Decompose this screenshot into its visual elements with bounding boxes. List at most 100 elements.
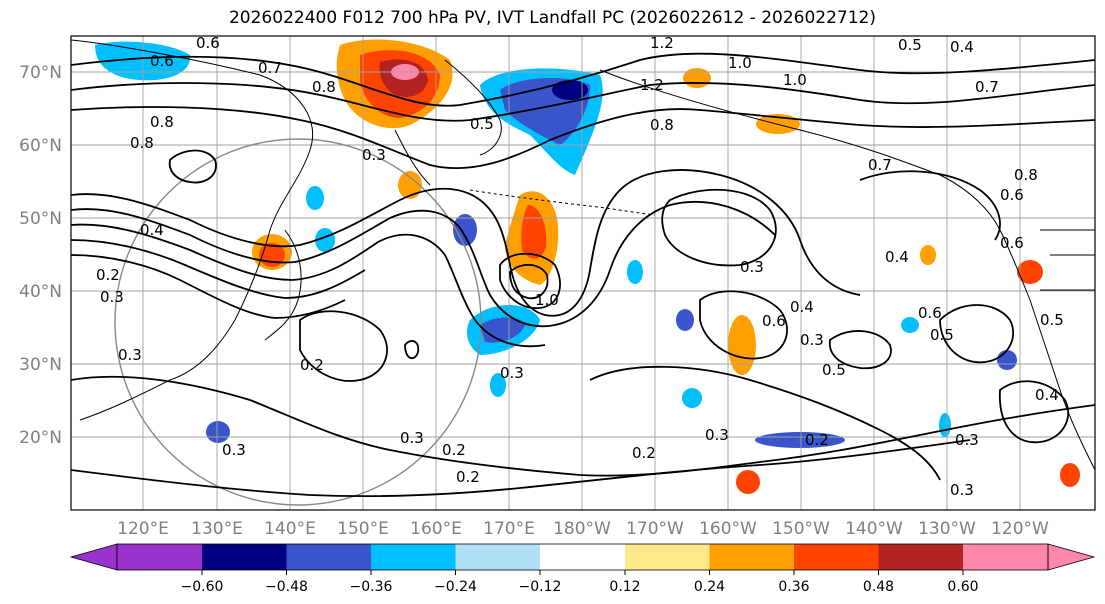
colorbar-tick-label: 0.12 <box>609 579 640 595</box>
positive-anomaly-north-alaska <box>683 68 711 88</box>
lon-label: 140°E <box>264 519 316 539</box>
contour-label: 0.6 <box>196 34 220 52</box>
negative-anomaly-small-d <box>755 432 845 448</box>
contour-label: 0.2 <box>300 356 324 374</box>
contour-label: 0.2 <box>805 431 829 449</box>
negative-anomaly-midlat <box>453 214 477 246</box>
contour-label: 0.3 <box>705 426 729 444</box>
colorbar-ticks <box>201 570 964 575</box>
lon-label: 140°W <box>845 519 903 539</box>
contour-label: 0.2 <box>456 468 480 486</box>
contour-label: 0.7 <box>258 59 282 77</box>
positive-anomaly-mid-kuroshio <box>398 171 422 199</box>
contour-label: 0.4 <box>1035 386 1059 404</box>
colorbar-tick-label: 0.24 <box>694 579 725 595</box>
colorbar-segment <box>117 544 202 570</box>
lat-label: 70°N <box>19 63 62 83</box>
figure-title: 2026022400 F012 700 hPa PV, IVT Landfall… <box>228 8 876 28</box>
contour-label: 0.4 <box>950 38 974 56</box>
lon-label: 160°W <box>699 519 757 539</box>
colorbar-segment <box>540 544 625 570</box>
lon-label: 120°E <box>117 519 169 539</box>
contour-label: 0.3 <box>740 258 764 276</box>
contour-label: 0.8 <box>312 78 336 96</box>
positive-anomaly-south <box>736 470 760 494</box>
contour-label: 0.6 <box>1000 186 1024 204</box>
colorbar-extend-high <box>1047 543 1096 571</box>
contour-label: 0.5 <box>470 115 494 133</box>
contour-label: 0.6 <box>762 312 786 330</box>
contour-lines <box>71 52 1095 498</box>
colorbar-segment <box>286 544 371 570</box>
lat-label: 50°N <box>19 209 62 229</box>
contour-label: 0.5 <box>930 326 954 344</box>
colorbar-tick-label: −0.36 <box>350 579 393 595</box>
contour-label: 0.2 <box>96 266 120 284</box>
positive-anomaly-central-pacific <box>728 315 756 375</box>
negative-anomaly-small-h <box>682 388 702 408</box>
colorbar-frame <box>116 543 1049 571</box>
contour-label: 0.8 <box>150 113 174 131</box>
contour-label: 1.2 <box>650 34 674 52</box>
negative-anomaly-small-g <box>490 373 506 397</box>
lon-label: 180°W <box>553 519 611 539</box>
colorbar-tick-label: 0.60 <box>947 579 978 595</box>
graticule <box>71 36 1095 510</box>
colorbar-extend-low <box>69 543 118 571</box>
positive-anomaly-west-coast <box>1017 260 1043 284</box>
colorbar-segment <box>625 544 710 570</box>
coastline-kamchatka <box>394 129 431 186</box>
colorbar-segment <box>794 544 879 570</box>
negative-anomaly-small-i <box>939 413 951 437</box>
map-frame <box>70 35 1096 511</box>
coastline-north-america <box>1040 229 1095 291</box>
contour-label: 0.3 <box>500 364 524 382</box>
contour-label: 0.5 <box>898 36 922 54</box>
negative-anomaly-small-c <box>997 350 1017 370</box>
coastlines <box>71 39 1095 471</box>
contour-label: 1.0 <box>783 71 807 89</box>
coastline-japan <box>264 229 302 341</box>
lon-label: 170°E <box>483 519 535 539</box>
lon-label: 130°W <box>918 519 976 539</box>
contour-label: 0.3 <box>362 146 386 164</box>
contour-label: 0.2 <box>632 444 656 462</box>
contour-label: 0.3 <box>222 441 246 459</box>
contour-label: 1.0 <box>728 54 752 72</box>
contour-label: 0.2 <box>442 441 466 459</box>
colorbar-tick-label: −0.12 <box>519 579 562 595</box>
contour-label: 0.3 <box>100 288 124 306</box>
coastline-asia <box>71 39 314 421</box>
contour-label: 0.4 <box>790 298 814 316</box>
contour-label: 0.6 <box>150 52 174 70</box>
pv-anomaly-shading <box>95 39 1080 494</box>
colorbar-segment <box>371 544 456 570</box>
colorbar-segment <box>709 544 794 570</box>
range-circle <box>114 138 482 506</box>
negative-anomaly-small-a <box>315 228 335 252</box>
colorbar: −0.60 −0.48 −0.36 −0.24 −0.12 0.12 0.24 … <box>69 543 1096 595</box>
colorbar-tick-label: −0.48 <box>265 579 308 595</box>
lat-label: 40°N <box>19 282 62 302</box>
contour-label: 0.3 <box>800 331 824 349</box>
lon-label: 150°W <box>772 519 830 539</box>
contour-label: 0.7 <box>975 78 999 96</box>
colorbar-tick-label: −0.24 <box>434 579 477 595</box>
contour-label: 1.2 <box>640 76 664 94</box>
latitude-labels: 70°N 60°N 50°N 40°N 30°N 20°N <box>19 63 62 448</box>
contour-label: 0.3 <box>400 429 424 447</box>
contour-label: 0.5 <box>1040 311 1064 329</box>
negative-anomaly-small-f <box>206 421 230 443</box>
map-panel: 0.6 0.6 0.7 0.8 0.8 1.2 1.0 1.0 1.2 0.5 … <box>71 34 1095 510</box>
contour-label: 0.6 <box>918 304 942 322</box>
negative-anomaly-small-b <box>676 309 694 331</box>
colorbar-segment <box>202 544 287 570</box>
colorbar-tick-label: 0.36 <box>778 579 809 595</box>
lat-label: 20°N <box>19 428 62 448</box>
contour-label: 0.5 <box>822 361 846 379</box>
contour-label: 0.6 <box>1000 234 1024 252</box>
contour-label: 0.8 <box>1014 166 1038 184</box>
lat-label: 30°N <box>19 355 62 375</box>
contour-label-group: 0.6 0.6 0.7 0.8 0.8 1.2 1.0 1.0 1.2 0.5 … <box>96 34 1064 499</box>
